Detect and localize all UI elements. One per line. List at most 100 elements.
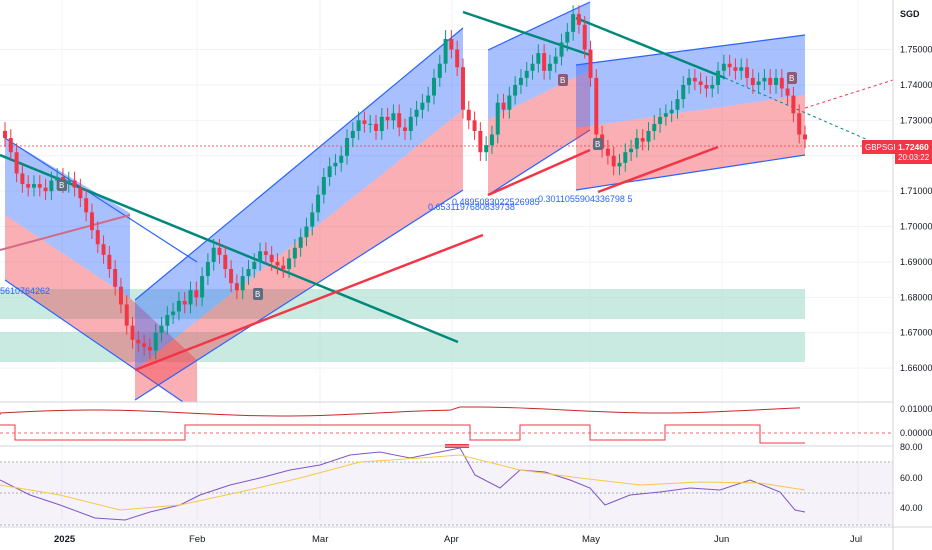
candle-body — [658, 116, 663, 124]
channel-lower-fill — [488, 70, 590, 195]
candle-body — [611, 155, 616, 167]
candle-body — [397, 113, 402, 128]
candle-body — [530, 63, 535, 71]
candle-body — [779, 77, 784, 89]
candle-body — [391, 113, 396, 121]
candle-body — [791, 95, 796, 114]
signal-b-badge — [57, 179, 67, 191]
channel-line — [487, 129, 591, 196]
channel-annotation: 0.4895083022526985 — [452, 197, 540, 207]
candle-body — [20, 173, 25, 185]
candle-body — [316, 194, 321, 213]
channel-line — [575, 34, 806, 66]
candle-body — [66, 180, 71, 185]
candle-body — [304, 226, 309, 238]
candle-body — [663, 113, 668, 117]
candle-body — [484, 145, 489, 153]
x-tick-label: Apr — [444, 534, 459, 545]
candle-body — [692, 77, 697, 82]
price-tick-label: 1.74000 — [900, 80, 932, 90]
candle-body — [634, 138, 639, 149]
rsi-band — [0, 462, 893, 525]
candle-body — [240, 276, 245, 291]
candle-body — [623, 152, 628, 163]
trend-line-teal — [575, 16, 726, 80]
candle-body — [501, 102, 506, 110]
rsi-tick-label: 60.00 — [900, 473, 923, 483]
candle-body — [356, 120, 361, 131]
candle-body — [745, 67, 750, 78]
candle-body — [704, 84, 709, 89]
candle-body — [768, 77, 773, 85]
support-zone — [0, 289, 805, 319]
x-tick-label: Jun — [714, 534, 729, 545]
candle-body — [234, 283, 239, 291]
candle-body — [118, 286, 123, 305]
candle-body — [733, 67, 738, 71]
candle-body — [542, 53, 547, 71]
candle-body — [200, 276, 205, 298]
channel-midline — [0, 214, 131, 251]
candle-body — [263, 251, 268, 255]
rsi-ma-line — [0, 454, 806, 511]
price-tick-label: 1.71000 — [900, 186, 932, 196]
candle-body — [107, 254, 112, 270]
candle-body — [176, 300, 181, 312]
candle-body — [646, 130, 651, 142]
candle-body — [171, 311, 176, 316]
candle-body — [449, 38, 454, 50]
candle-body — [26, 184, 31, 188]
candle-body — [281, 265, 286, 270]
price-tick-label: 1.69000 — [900, 257, 932, 267]
candle-body — [403, 127, 407, 131]
signal-b-label: B — [789, 74, 794, 83]
candle-body — [681, 84, 686, 100]
candle-body — [762, 77, 767, 82]
indicator-line — [0, 406, 801, 417]
channel-line — [575, 154, 806, 191]
candle-body — [165, 315, 170, 326]
candle-body — [194, 290, 199, 298]
candle-body — [78, 187, 83, 199]
candle-body — [31, 184, 36, 188]
signal-b-badge — [253, 288, 263, 300]
channel-upper-fill — [5, 138, 130, 298]
indicator-tick-label: 0.01000 — [900, 404, 932, 414]
candle-body — [716, 70, 721, 85]
candle-body — [408, 116, 413, 131]
symbol-tag-bg — [862, 140, 900, 154]
x-tick-label: 2025 — [54, 534, 76, 545]
candle-body — [101, 244, 106, 255]
candle-body — [55, 176, 60, 181]
candle-body — [229, 269, 234, 284]
rsi-tick-label: 40.00 — [900, 503, 923, 513]
currency-label: SGD — [900, 9, 920, 19]
channel-line — [134, 189, 464, 401]
candle-body — [478, 130, 483, 153]
candle-body — [675, 99, 680, 110]
candle-body — [495, 102, 500, 135]
signal-b-badge — [787, 72, 797, 84]
support-line — [487, 148, 591, 197]
candle-body — [188, 290, 193, 305]
channel-line — [4, 279, 184, 403]
candle-body — [455, 49, 460, 68]
signal-b-label: B — [255, 290, 260, 299]
channel-annotation: 5610764262 — [0, 286, 50, 296]
candle-body — [756, 81, 761, 85]
candle-body — [246, 269, 251, 277]
candle-body — [136, 339, 141, 344]
candle-body — [379, 116, 384, 131]
candle-body — [739, 67, 744, 71]
candle-body — [223, 254, 228, 270]
candle-body — [640, 138, 645, 142]
candle-body — [211, 247, 216, 262]
candle-body — [774, 77, 779, 85]
candle-body — [43, 187, 48, 192]
candle-body — [420, 102, 425, 110]
candle-body — [153, 332, 158, 351]
indicator-tick-label: 0.00000 — [900, 428, 932, 438]
candle-body — [466, 109, 471, 121]
